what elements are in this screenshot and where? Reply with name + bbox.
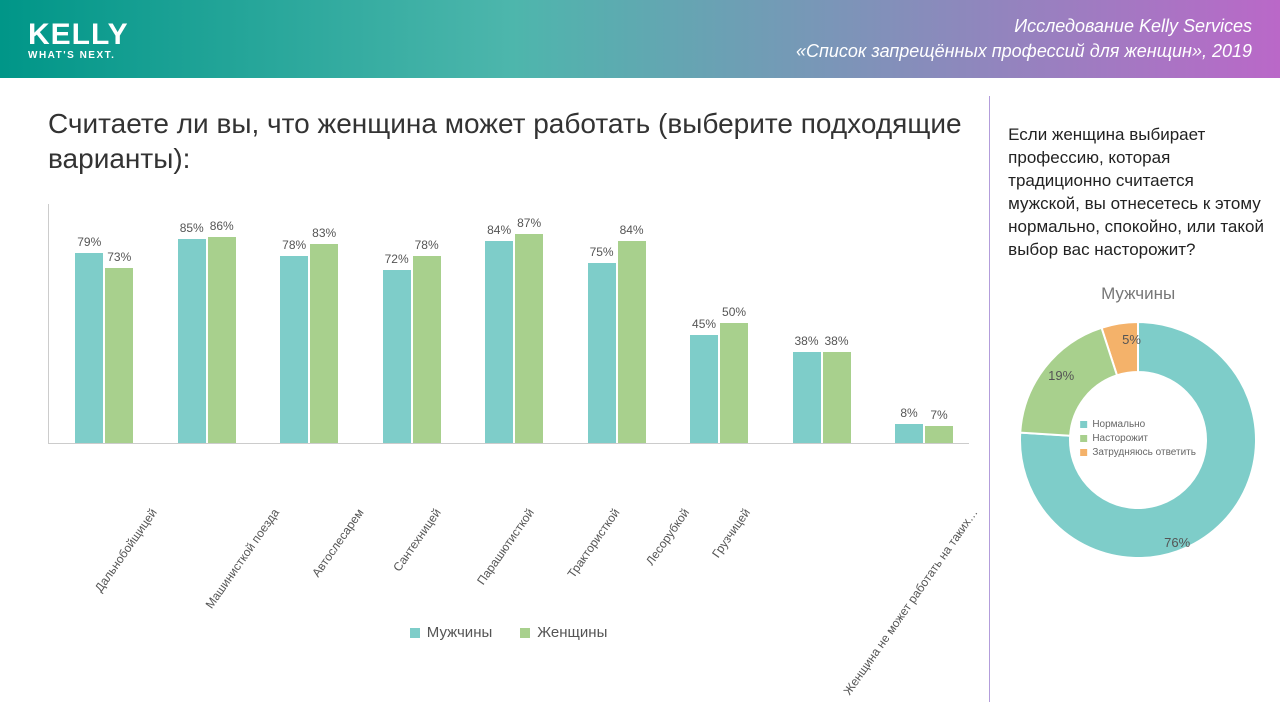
- donut-legend-item: Затрудняюсь ответить: [1080, 447, 1196, 458]
- x-label: Грузчицей: [693, 448, 742, 520]
- bar-group: 45%50%: [674, 323, 764, 443]
- bar-women: 50%: [720, 323, 748, 443]
- bar-men: 75%: [588, 263, 616, 443]
- segment-label-76: 76%: [1164, 535, 1190, 550]
- bar-value-women: 7%: [930, 408, 947, 422]
- bar-women: 73%: [105, 268, 133, 443]
- bar-value-men: 85%: [180, 221, 204, 235]
- bar-value-men: 78%: [282, 238, 306, 252]
- x-label: Парашютисткой: [444, 448, 525, 520]
- legend-men: Мужчины: [410, 624, 492, 641]
- x-label: Автослесарем: [283, 448, 355, 520]
- logo: KELLY WHAT'S NEXT.: [28, 18, 129, 61]
- bar-women: 78%: [413, 256, 441, 443]
- x-label: Лесорубкой: [623, 448, 681, 520]
- bar-men: 45%: [690, 335, 718, 443]
- bar-value-women: 78%: [415, 238, 439, 252]
- x-label: Женщина не может работать на таких…: [753, 448, 969, 520]
- chart-title: Считаете ли вы, что женщина может работа…: [48, 106, 969, 176]
- bar-women: 38%: [823, 352, 851, 443]
- bar-value-women: 87%: [517, 216, 541, 230]
- bar-women: 83%: [310, 244, 338, 443]
- legend-label: Нормально: [1092, 419, 1145, 430]
- bar-value-men: 38%: [795, 334, 819, 348]
- bar-women: 7%: [925, 426, 953, 443]
- bar-men: 38%: [793, 352, 821, 443]
- bar-value-women: 84%: [620, 223, 644, 237]
- header: KELLY WHAT'S NEXT. Исследование Kelly Se…: [0, 0, 1280, 78]
- left-panel: Считаете ли вы, что женщина может работа…: [0, 78, 989, 720]
- bar-women: 84%: [618, 241, 646, 443]
- bar-chart-legend: Мужчины Женщины: [48, 624, 969, 641]
- bar-value-women: 50%: [722, 305, 746, 319]
- bar-men: 84%: [485, 241, 513, 443]
- x-axis-labels: ДальнобойщицейМашинисткой поездаАвтослес…: [48, 448, 969, 520]
- bar-group: 75%84%: [571, 241, 661, 443]
- donut-legend: Нормально Насторожит Затрудняюсь ответить: [1080, 419, 1196, 461]
- bar-value-men: 72%: [385, 252, 409, 266]
- bar-men: 72%: [383, 270, 411, 443]
- donut-chart: НормальноНасторожитЗатрудняюсь ответить …: [1008, 310, 1268, 570]
- bar-chart: 79%73%85%86%78%83%72%78%84%87%75%84%45%5…: [48, 204, 969, 674]
- bar-men: 8%: [895, 424, 923, 443]
- bar-women: 86%: [208, 237, 236, 443]
- bar-women: 87%: [515, 234, 543, 443]
- bar-value-men: 75%: [590, 245, 614, 259]
- bar-value-men: 84%: [487, 223, 511, 237]
- bar-group: 72%78%: [366, 256, 456, 443]
- donut-legend-item: Нормально: [1080, 419, 1196, 430]
- bar-value-men: 8%: [900, 406, 917, 420]
- donut-title: Мужчины: [1008, 284, 1268, 304]
- bar-group: 8%7%: [879, 424, 969, 443]
- bar-men: 79%: [75, 253, 103, 443]
- logo-main: KELLY: [28, 18, 129, 52]
- bar-value-women: 38%: [825, 334, 849, 348]
- legend-label: Насторожит: [1092, 433, 1148, 444]
- legend-women-label: Женщины: [537, 624, 607, 641]
- bar-group: 84%87%: [469, 234, 559, 443]
- bar-group: 85%86%: [161, 237, 251, 443]
- bar-men: 78%: [280, 256, 308, 443]
- header-subtitle: Исследование Kelly Services «Список запр…: [796, 14, 1252, 64]
- legend-swatch: [1080, 421, 1087, 428]
- swatch-women: [520, 628, 530, 638]
- bar-men: 85%: [178, 239, 206, 443]
- content: Считаете ли вы, что женщина может работа…: [0, 78, 1280, 720]
- legend-swatch: [1080, 435, 1087, 442]
- legend-women: Женщины: [520, 624, 607, 641]
- bar-value-women: 83%: [312, 226, 336, 240]
- segment-label-5: 5%: [1122, 332, 1141, 347]
- logo-tagline: WHAT'S NEXT.: [28, 50, 129, 61]
- bar-group: 78%83%: [264, 244, 354, 443]
- legend-label: Затрудняюсь ответить: [1092, 447, 1196, 458]
- segment-label-19: 19%: [1048, 368, 1074, 383]
- header-line-2: «Список запрещённых профессий для женщин…: [796, 39, 1252, 64]
- swatch-men: [410, 628, 420, 638]
- x-label: Машинисткой поезда: [160, 448, 271, 520]
- bar-group: 38%38%: [776, 352, 866, 443]
- x-label: Дальнобойщицей: [58, 448, 148, 520]
- header-line-1: Исследование Kelly Services: [796, 14, 1252, 39]
- legend-swatch: [1080, 449, 1087, 456]
- right-question: Если женщина выбирает профессию, которая…: [1008, 124, 1268, 262]
- bar-value-men: 79%: [77, 235, 101, 249]
- bar-value-women: 86%: [210, 219, 234, 233]
- x-label: Сантехницей: [367, 448, 432, 520]
- bar-group: 79%73%: [59, 253, 149, 443]
- right-panel: Если женщина выбирает профессию, которая…: [989, 96, 1280, 702]
- legend-men-label: Мужчины: [427, 624, 492, 641]
- donut-legend-item: Насторожит: [1080, 433, 1196, 444]
- bar-value-men: 45%: [692, 317, 716, 331]
- bars-container: 79%73%85%86%78%83%72%78%84%87%75%84%45%5…: [48, 204, 969, 444]
- x-label: Трактористкой: [538, 448, 611, 520]
- bar-value-women: 73%: [107, 250, 131, 264]
